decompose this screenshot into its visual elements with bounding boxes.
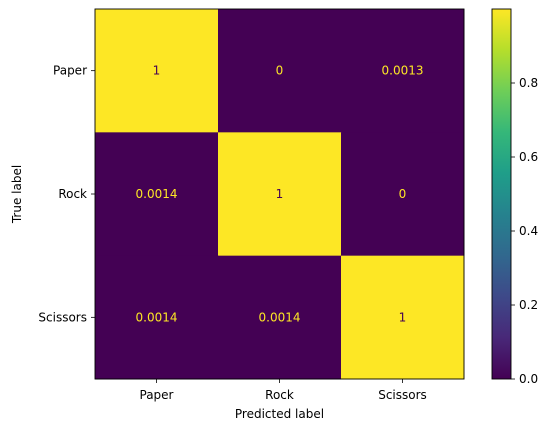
- colorbar-ticks: 0.0 0.2 0.4 0.6 0.8: [511, 76, 538, 386]
- cell-value-label: 0.0013: [382, 64, 424, 78]
- y-axis-label: True label: [10, 165, 24, 224]
- x-tick-label: Rock: [265, 388, 294, 402]
- colorbar-tick-label: 0.2: [519, 298, 538, 312]
- y-tick-label: Scissors: [38, 310, 87, 324]
- colorbar-tick-label: 0.4: [519, 224, 538, 238]
- heatmap-cell: [95, 132, 219, 257]
- x-axis-label: Predicted label: [235, 407, 324, 421]
- cell-value-label: 0: [399, 187, 407, 201]
- heatmap-cell: [95, 255, 219, 380]
- colorbar-tick-label: 0.0: [519, 372, 538, 386]
- y-tick-label: Rock: [58, 187, 87, 201]
- heatmap-cell: [95, 9, 219, 133]
- heatmap-cell: [341, 9, 465, 133]
- heatmap-cell: [341, 255, 465, 380]
- colorbar: [491, 8, 512, 380]
- cell-value-label: 1: [399, 310, 407, 324]
- cell-value-label: 0.0014: [136, 187, 178, 201]
- y-tick-label: Paper: [53, 64, 87, 78]
- heatmap-cell: [218, 255, 342, 380]
- heatmap-cell: [341, 132, 465, 257]
- cell-value-label: 1: [153, 64, 161, 78]
- heatmap-cell: [218, 132, 342, 257]
- cell-value-label: 1: [276, 187, 284, 201]
- colorbar-tick-label: 0.6: [519, 150, 538, 164]
- x-tick-label: Paper: [140, 388, 174, 402]
- heatmap-cells: [95, 9, 465, 380]
- y-axis: Paper Rock Scissors: [38, 64, 95, 324]
- cell-value-label: 0: [276, 64, 284, 78]
- x-tick-label: Scissors: [378, 388, 427, 402]
- heatmap-cell: [218, 9, 342, 133]
- colorbar-tick-label: 0.8: [519, 76, 538, 90]
- x-axis: Paper Rock Scissors: [140, 379, 427, 402]
- cell-value-labels: 1 0 0.0013 0.0014 1 0 0.0014 0.0014 1: [136, 64, 424, 325]
- cell-value-label: 0.0014: [259, 310, 301, 324]
- cell-value-label: 0.0014: [136, 310, 178, 324]
